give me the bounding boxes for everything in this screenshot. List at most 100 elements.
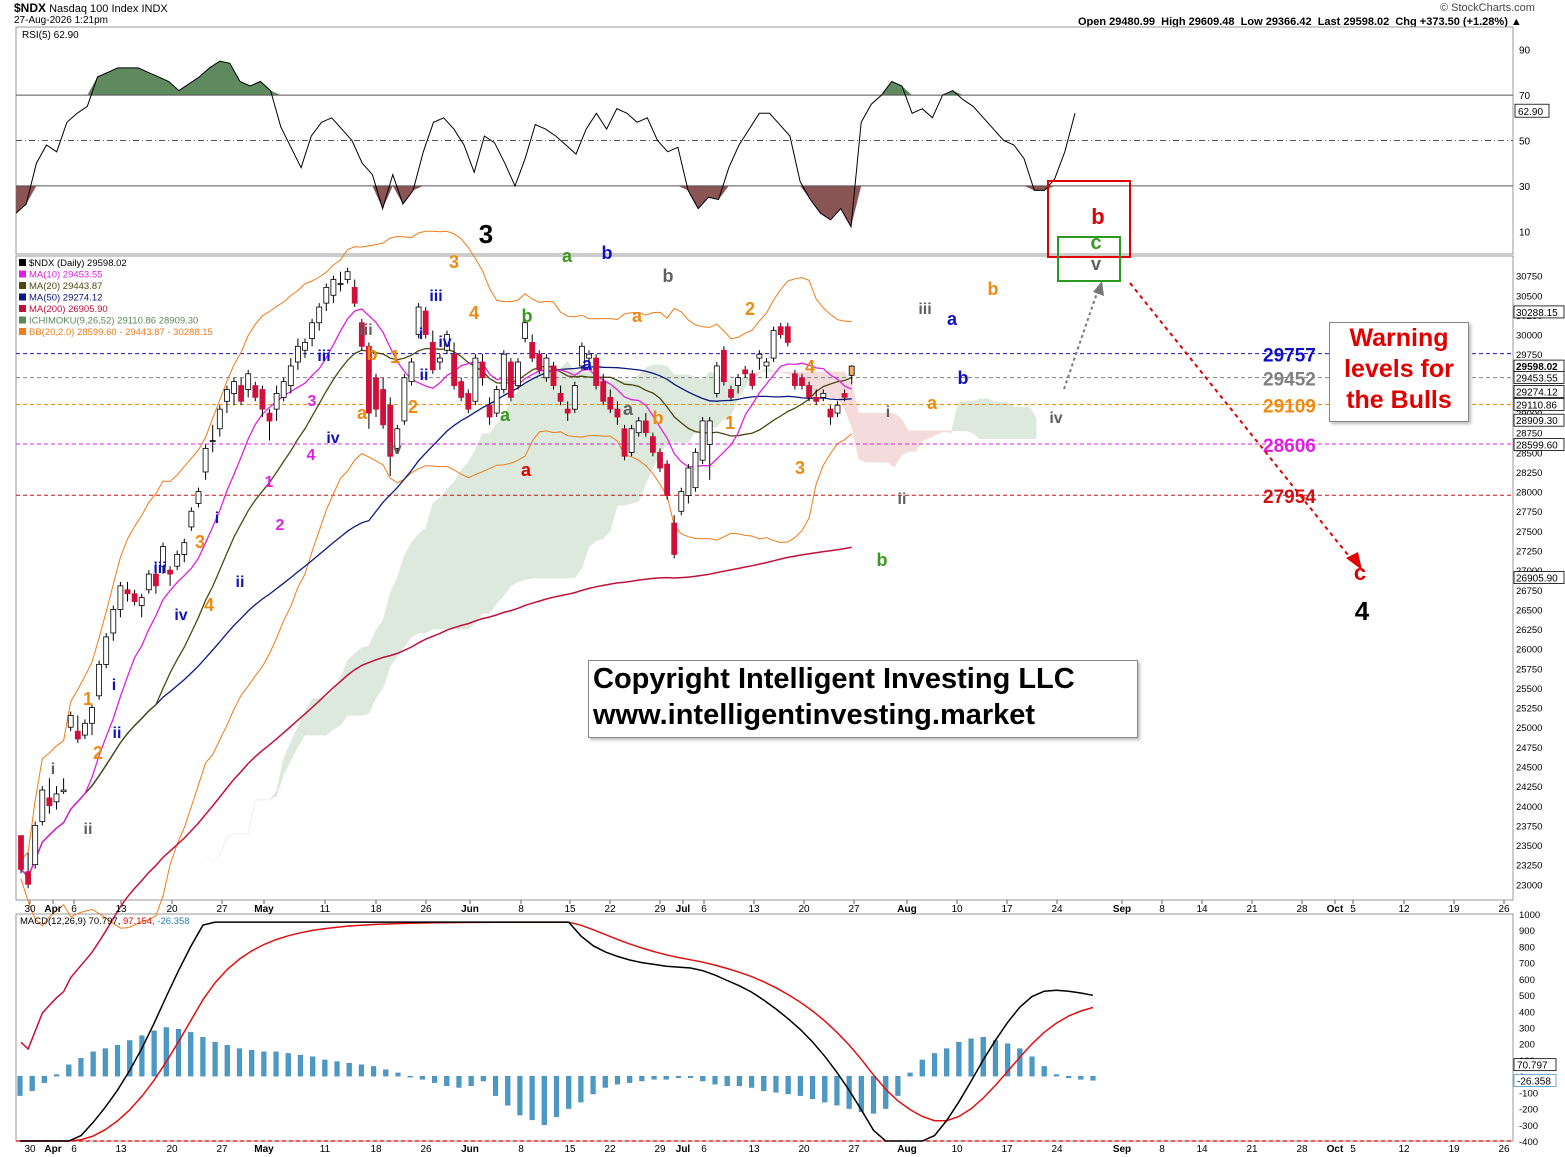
wave-label: 3: [195, 532, 205, 552]
quote-summary: Open 29480.99 High 29609.48 Low 29366.42…: [1078, 16, 1522, 28]
x-axis-label: Sep: [1113, 904, 1131, 915]
ichimoku-cloud-segment: [972, 399, 980, 440]
macd-legend-part: 97.154,: [123, 916, 157, 927]
level-label-29757: 29757: [1263, 346, 1316, 367]
candle-body: [167, 569, 174, 575]
ichimoku-cloud-segment: [453, 469, 462, 630]
candle-body: [784, 326, 791, 343]
macd-tick-label: 600: [1519, 975, 1535, 986]
candle-body: [749, 373, 756, 386]
candle-body: [550, 365, 557, 386]
wave-label: 3: [449, 252, 459, 272]
bollinger-upper: [20, 230, 852, 861]
price-tag-label: 29598.02: [1516, 362, 1558, 373]
macd-histogram-bar: [553, 1075, 560, 1117]
macd-histogram-bar: [127, 1040, 133, 1077]
price-tick-label: 27500: [1516, 527, 1542, 538]
candle-body: [600, 381, 607, 402]
rsi-tick-label: 70: [1519, 91, 1531, 102]
candle-body: [436, 357, 443, 363]
wave-label: iv: [326, 430, 339, 447]
wave-c-target-box: [1057, 236, 1121, 282]
x-axis-label-bottom: Jul: [676, 1144, 691, 1155]
candle-body: [216, 408, 223, 430]
ichimoku-cloud-segment: [908, 430, 916, 452]
candle-body: [515, 361, 521, 386]
level-label-29109: 29109: [1263, 397, 1316, 418]
candle-body: [742, 369, 749, 375]
macd-histogram-bar: [236, 1048, 243, 1077]
macd-histogram-bar: [139, 1035, 145, 1077]
macd-histogram-bar: [1005, 1043, 1011, 1077]
rsi-tick-label: 30: [1519, 182, 1531, 193]
macd-histogram-bar: [517, 1075, 523, 1116]
ichimoku-cloud-segment: [993, 401, 1002, 439]
macd-histogram-bar: [273, 1051, 279, 1077]
price-legend-entry: MA(200) 26905.90: [29, 304, 108, 315]
candle-body: [735, 377, 741, 386]
candle-body: [46, 797, 53, 807]
ichimoku-cloud-segment: [1007, 401, 1016, 439]
ichimoku-cloud-segment: [1028, 406, 1037, 439]
ichimoku-cloud-segment: [546, 363, 554, 579]
macd-histogram-bar: [578, 1075, 584, 1103]
candle-body: [394, 428, 401, 449]
x-axis-label: 6: [71, 904, 77, 915]
macd-histogram-bar: [761, 1075, 767, 1091]
macd-histogram-bar: [688, 1075, 694, 1078]
candle-body: [209, 440, 216, 442]
x-axis-label: 12: [1398, 904, 1410, 915]
macd-tick-label: -100: [1519, 1088, 1538, 1099]
macd-histogram-bar: [17, 1075, 23, 1096]
candle-body: [529, 341, 536, 359]
macd-last-label: 70.797: [1517, 1061, 1548, 1072]
ichimoku-cloud-segment: [489, 423, 497, 615]
ichimoku-cloud-segment: [361, 645, 370, 716]
candle-body: [607, 396, 614, 410]
x-axis-label: Apr: [44, 904, 61, 915]
candle-body: [231, 381, 237, 394]
wave-label: i: [112, 677, 116, 694]
price-tick-label: 25000: [1516, 723, 1542, 734]
candle-body: [671, 522, 678, 555]
wave-label: 3: [308, 393, 317, 410]
candle-body: [827, 408, 834, 418]
x-axis-label: 8: [518, 904, 524, 915]
credit: © StockCharts.com: [1440, 2, 1535, 14]
macd-hist-last-box: [1513, 1074, 1557, 1087]
macd-histogram-bar: [773, 1075, 779, 1093]
rsi-legend: RSI(5) 62.90: [22, 30, 79, 41]
x-axis-label-bottom: 26: [420, 1144, 432, 1155]
candle-body: [721, 349, 727, 383]
candle-body: [117, 585, 124, 610]
price-legend-entry: ICHIMOKU(9,26,52) 29110.86 28909.30: [29, 316, 198, 327]
candle-body: [692, 451, 699, 489]
wave-label: b: [663, 266, 674, 286]
x-axis-label: May: [254, 904, 274, 915]
macd-histogram-bar: [419, 1075, 425, 1080]
wave-label: i: [886, 404, 890, 421]
candle-body: [770, 330, 777, 359]
x-axis-label: Jun: [461, 904, 479, 915]
macd-histogram-bar: [883, 1075, 889, 1109]
price-tick-label: 27750: [1516, 507, 1542, 518]
wave-label: 4: [805, 357, 815, 377]
wave-label: i: [419, 326, 423, 343]
x-axis-label-bottom: 27: [848, 1144, 860, 1155]
candle-body: [564, 408, 571, 414]
x-axis-label: 11: [320, 904, 331, 915]
candle-body: [479, 361, 486, 379]
x-axis-label-bottom: 19: [1448, 1144, 1460, 1155]
legend-swatch: [19, 259, 26, 266]
macd-histogram-bar: [492, 1075, 499, 1096]
wave-label: 4: [307, 447, 316, 464]
candle-body: [465, 393, 472, 410]
macd-panel-frame: [15, 913, 1514, 1142]
candle-body: [174, 554, 181, 567]
candle-body: [344, 271, 351, 280]
candle-body: [486, 404, 493, 418]
warning-line-3: the Bulls: [1346, 386, 1452, 414]
projection-up-arrowhead: [1093, 281, 1104, 296]
macd-line: [20, 921, 1094, 1142]
symbol: $NDX: [14, 1, 47, 15]
